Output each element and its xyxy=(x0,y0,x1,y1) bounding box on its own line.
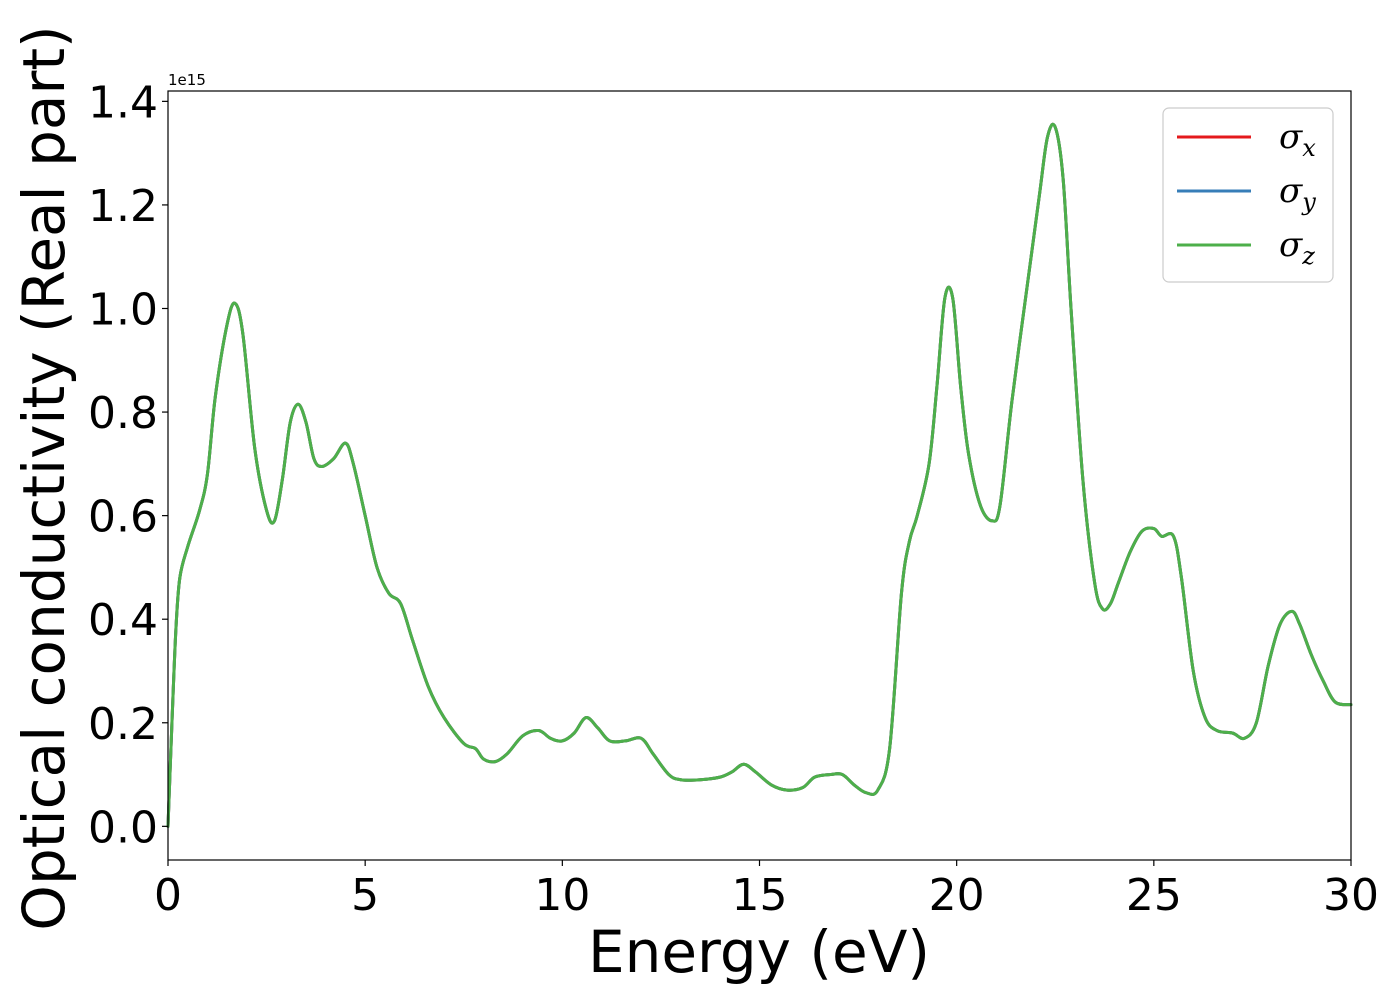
y-tick-label: 0.4 xyxy=(88,595,158,646)
y-tick-label: 1.2 xyxy=(88,181,158,232)
legend-label-y: σy xyxy=(1279,171,1316,216)
plot-background xyxy=(168,91,1351,860)
y-tick-label: 1.4 xyxy=(88,77,158,128)
x-tick-label: 15 xyxy=(732,870,788,921)
x-tick-label: 0 xyxy=(154,870,182,921)
y-tick-label: 0.8 xyxy=(88,388,158,439)
series-layer xyxy=(166,122,1353,828)
x-tick-label: 10 xyxy=(534,870,590,921)
x-tick-label: 5 xyxy=(351,870,379,921)
x-axis-label: Energy (eV) xyxy=(588,918,930,986)
legend-box xyxy=(1162,107,1334,283)
series-line-σz xyxy=(166,122,1353,828)
x-tick-label: 25 xyxy=(1126,870,1182,921)
x-tick-label: 30 xyxy=(1323,870,1379,921)
x-tick-label: 20 xyxy=(929,870,985,921)
y-tick-label: 0.2 xyxy=(88,699,158,750)
plot-frame xyxy=(167,90,1352,861)
y-axis-label: Optical conductivity (Real part) xyxy=(10,25,78,930)
y-offset-label: 1e15 xyxy=(168,71,206,89)
x-axis-ticks: 0 5 10 15 20 25 30 xyxy=(154,860,1379,921)
y-tick-label: 0.6 xyxy=(88,492,158,543)
y-tick-label: 0.0 xyxy=(88,802,158,853)
y-axis-ticks: 0.0 0.2 0.4 0.6 0.8 1.0 1.2 1.4 xyxy=(88,77,168,853)
y-tick-label: 1.0 xyxy=(88,284,158,335)
